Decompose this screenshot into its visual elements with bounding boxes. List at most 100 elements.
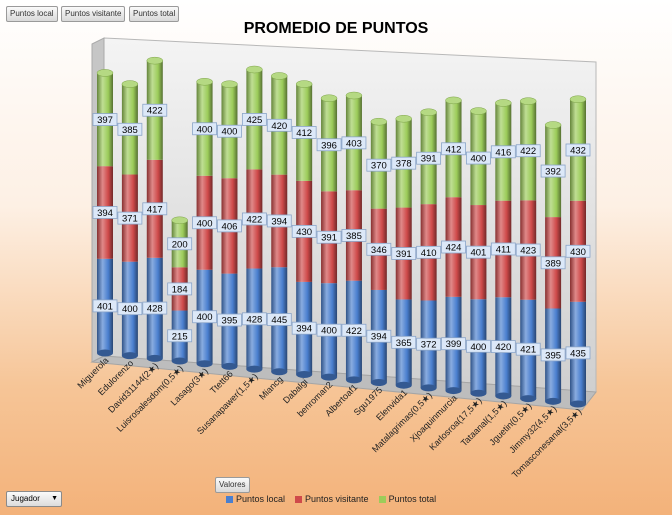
data-label: 416 — [495, 147, 511, 158]
legend-item-total: Puntos total — [378, 494, 436, 504]
bar-group[interactable]: 399 424 412 — [441, 96, 466, 395]
data-label: 395 — [222, 316, 238, 327]
data-label: 395 — [545, 350, 561, 361]
bar-group[interactable]: 394 430 412 — [291, 80, 317, 378]
data-label-box — [515, 144, 541, 158]
data-label: 412 — [296, 128, 312, 139]
data-label: 346 — [371, 245, 387, 256]
data-label-box — [391, 247, 417, 260]
bar-group[interactable]: 372 410 391 — [416, 108, 442, 392]
data-label: 401 — [97, 301, 113, 312]
bar-group[interactable]: 422 385 403 — [341, 91, 367, 384]
data-label: 394 — [371, 332, 387, 343]
data-label-box — [341, 136, 367, 150]
data-label-box — [291, 224, 317, 238]
filter-button-visitante[interactable]: Puntos visitante — [61, 6, 126, 22]
chevron-down-icon: ▼ — [51, 495, 58, 502]
bar-group[interactable]: 435 430 432 — [565, 95, 591, 408]
chart-title: PROMEDIO DE PUNTOS — [243, 20, 429, 37]
bar-base — [520, 395, 537, 403]
bar-group[interactable]: 394 346 370 — [366, 117, 392, 387]
bar-top — [395, 114, 412, 123]
data-label: 400 — [197, 124, 213, 135]
data-label: 420 — [271, 121, 287, 132]
data-label: 184 — [172, 284, 188, 295]
bar-group[interactable]: 400 401 400 — [466, 107, 491, 397]
data-label-box — [341, 323, 367, 337]
bar-top — [370, 117, 388, 126]
player-filter-dropdown[interactable]: Jugador ▼ — [6, 491, 62, 507]
filter-button-total[interactable]: Puntos total — [129, 6, 180, 22]
data-label: 400 — [470, 342, 486, 353]
bar-base — [97, 349, 113, 357]
data-label: 397 — [97, 115, 113, 126]
data-label: 399 — [446, 339, 462, 350]
data-label: 400 — [197, 312, 213, 323]
bar-group[interactable]: 400 391 396 — [316, 94, 342, 381]
data-label: 385 — [346, 231, 362, 242]
bar-group[interactable]: 365 391 378 — [391, 114, 417, 389]
data-label: 411 — [496, 244, 511, 255]
bar-group[interactable]: 400 400 400 — [192, 78, 217, 368]
data-label: 400 — [197, 218, 213, 229]
values-button[interactable]: Valores — [215, 477, 250, 493]
data-label: 428 — [246, 314, 262, 325]
data-label: 215 — [172, 331, 188, 342]
data-label-box — [316, 323, 342, 337]
data-label-box — [167, 282, 193, 296]
x-tick-label: David31144(2★) — [106, 361, 160, 415]
data-label: 403 — [346, 138, 362, 149]
bar-top — [196, 78, 213, 86]
data-label-box — [490, 340, 516, 354]
bar-base — [370, 379, 387, 387]
bar-group[interactable]: 428 417 422 — [142, 56, 168, 362]
legend-label-visitante: Puntos visitante — [305, 494, 369, 504]
data-label-box — [341, 229, 367, 242]
bar-group[interactable]: 445 394 420 — [266, 72, 292, 376]
bar-base — [246, 365, 263, 373]
bar-group[interactable]: 215 184 200 — [167, 216, 193, 365]
bar-top — [470, 107, 487, 115]
bar-group[interactable]: 401 394 397 — [92, 69, 118, 357]
data-label-box — [515, 243, 541, 257]
bar-group[interactable]: 428 422 425 — [241, 65, 267, 373]
data-label: 396 — [321, 140, 337, 151]
bar-group[interactable]: 400 371 385 — [117, 80, 143, 360]
data-label: 422 — [147, 106, 163, 117]
data-label: 423 — [520, 246, 536, 257]
data-label-box — [167, 329, 193, 343]
data-label-box — [466, 245, 491, 259]
data-label-box — [241, 113, 267, 126]
data-label: 422 — [246, 214, 262, 225]
data-label: 410 — [421, 248, 437, 259]
floor — [90, 355, 597, 411]
data-label: 370 — [371, 161, 387, 172]
data-label-box — [266, 313, 292, 326]
data-label-box — [441, 337, 466, 351]
data-label-box — [167, 237, 193, 251]
data-label: 432 — [570, 145, 586, 156]
data-label: 445 — [271, 315, 287, 326]
data-label: 424 — [446, 243, 462, 254]
bar-group[interactable]: 421 423 422 — [515, 97, 541, 403]
filter-button-local[interactable]: Puntos local — [6, 6, 58, 22]
data-label-box — [366, 158, 392, 172]
data-label-box — [92, 206, 118, 219]
bar-base — [196, 360, 213, 368]
legend: Puntos local Puntos visitante Puntos tot… — [226, 494, 436, 504]
player-filter-label: Jugador — [11, 494, 40, 503]
data-label-box — [266, 214, 292, 228]
bar-group[interactable]: 395 406 400 — [217, 80, 242, 370]
data-label-box — [241, 212, 267, 226]
data-label: 425 — [246, 115, 262, 126]
bar-top — [445, 96, 462, 105]
data-label: 385 — [122, 125, 138, 136]
bar-group[interactable]: 420 411 416 — [490, 99, 516, 400]
data-label-box — [515, 342, 541, 356]
bar-base — [345, 376, 362, 384]
bar-group[interactable]: 395 389 392 — [540, 121, 566, 405]
data-label: 372 — [421, 340, 437, 351]
bar-base — [271, 368, 288, 376]
data-label-box — [117, 122, 143, 136]
data-label: 421 — [520, 345, 536, 356]
